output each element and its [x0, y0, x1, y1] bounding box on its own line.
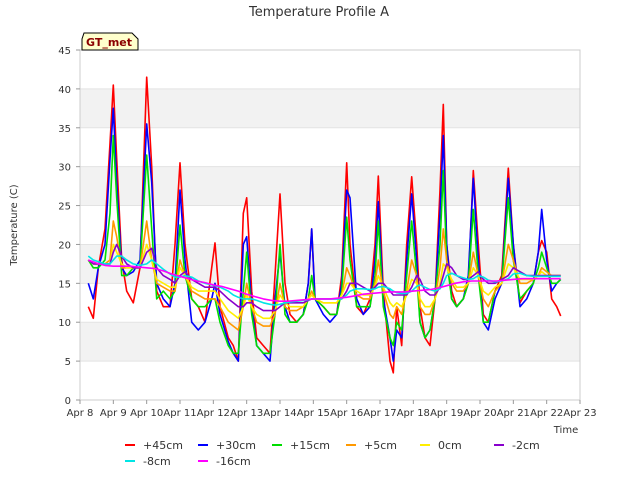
legend-label: +45cm [143, 439, 183, 452]
series-layer [87, 76, 562, 374]
y-tick-label: 0 [65, 396, 71, 407]
x-tick-label: Apr 11 [163, 408, 196, 419]
y-tick-label: 20 [58, 240, 71, 251]
legend-label: 0cm [438, 439, 462, 452]
plot-frame [79, 49, 581, 401]
background-band [80, 322, 580, 362]
station-badge-box [81, 32, 139, 51]
background-band [80, 127, 580, 167]
x-tick-label: Apr 14 [263, 408, 296, 419]
x-tick-label: Apr 19 [430, 408, 463, 419]
background-band [80, 205, 580, 245]
x-tick-label: Apr 15 [297, 408, 330, 419]
series-line-0cm [87, 243, 561, 320]
background-band [80, 361, 580, 400]
y-tick-label: 5 [65, 357, 71, 368]
x-tick-label: Apr 22 [530, 408, 563, 419]
background-bands [80, 50, 580, 400]
legend-label: -8cm [143, 455, 171, 468]
x-tick-label: Apr 13 [230, 408, 263, 419]
x-tick-label: Apr 23 [563, 408, 596, 419]
x-tick-label: Apr 10 [130, 408, 163, 419]
background-band [80, 50, 580, 89]
legend-label: -16cm [216, 455, 251, 468]
x-axis-ticks: Apr 8 Apr 9 Apr 10 Apr 11 Apr 12 Apr 13 Apr 14… [67, 400, 597, 419]
background-band [80, 244, 580, 284]
y-tick-label: 15 [58, 279, 71, 290]
series-line--16cm [88, 259, 561, 302]
x-tick-label: Apr 21 [497, 408, 530, 419]
station-badge-text: GT_met [86, 36, 132, 49]
x-tick-label: Apr 20 [463, 408, 496, 419]
legend: +45cm +30cm +15cm +5cm 0cm -2cm -8cm -16cm [125, 439, 540, 468]
background-band [80, 88, 580, 128]
series-line-+30cm [87, 107, 562, 362]
chart-title: Temperature Profile A [248, 5, 389, 20]
x-tick-label: Apr 9 [100, 408, 127, 419]
y-tick-label: 25 [58, 202, 71, 213]
legend-label: -2cm [512, 439, 540, 452]
x-axis-label: Time [553, 425, 578, 436]
series-line-+15cm [87, 134, 562, 355]
x-tick-label: Apr 18 [397, 408, 430, 419]
x-tick-label: Apr 16 [330, 408, 363, 419]
background-band [80, 166, 580, 206]
y-tick-label: 35 [58, 124, 71, 135]
y-axis-ticks: 0 5 10 15 20 25 30 35 40 45 [58, 46, 80, 407]
x-tick-label: Apr 8 [67, 408, 94, 419]
y-tick-label: 45 [58, 46, 71, 57]
station-badge: GT_met [81, 32, 139, 51]
x-tick-label: Apr 17 [363, 408, 396, 419]
x-tick-label: Apr 12 [197, 408, 230, 419]
y-tick-label: 10 [58, 318, 71, 329]
y-tick-label: 40 [58, 85, 71, 96]
legend-label: +30cm [216, 439, 256, 452]
legend-label: +15cm [290, 439, 330, 452]
y-axis-label: Temperature (C) [9, 184, 20, 266]
y-tick-label: 30 [58, 163, 71, 174]
legend-label: +5cm [364, 439, 397, 452]
